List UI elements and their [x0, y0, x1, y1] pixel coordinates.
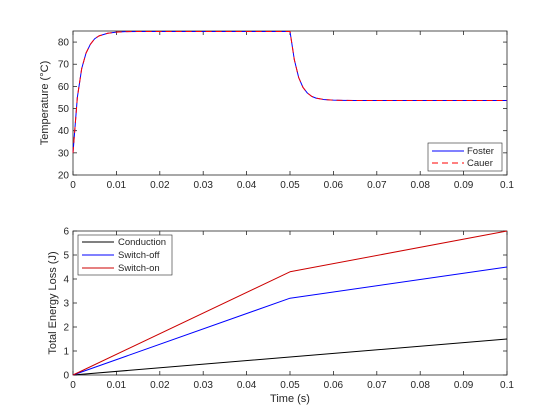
energy-x-tick-label: 0.07	[367, 380, 387, 391]
temperature-x-tick-label: 0.1	[500, 180, 514, 191]
energy-x-tick-label: 0	[70, 380, 76, 391]
temperature-x-tick-label: 0.09	[454, 180, 474, 191]
temperature-x-tick-label: 0.03	[193, 180, 213, 191]
energy-x-tick-label: 0.01	[107, 380, 127, 391]
energy-y-tick-label: 5	[63, 251, 69, 262]
temperature-x-tick-label: 0	[70, 180, 76, 191]
energy-y-tick-label: 6	[63, 227, 69, 238]
temperature-x-tick-label: 0.01	[107, 180, 127, 191]
temperature-y-tick-label: 50	[58, 104, 70, 115]
temperature-x-ticks: 0 0.01 0.02 0.03 0.04 0.05 0.06 0.07 0.08 0.09 0.1	[70, 31, 514, 191]
temperature-x-tick-label: 0.05	[280, 180, 300, 191]
energy-y-tick-label: 2	[63, 323, 69, 334]
legend-conduction-label: Conduction	[118, 237, 166, 248]
temperature-y-tick-label: 40	[58, 126, 70, 137]
energy-x-tick-label: 0.08	[410, 380, 430, 391]
legend-switch-on-label: Switch-on	[118, 263, 160, 274]
energy-y-tick-label: 4	[63, 275, 69, 286]
energy-y-axis-label: Total Energy Loss (J)	[47, 251, 59, 354]
temperature-series-cauer-line	[72, 30, 507, 153]
energy-x-tick-label: 0.1	[500, 380, 514, 391]
temperature-y-ticks: 20 30 40 50 60 70 80	[58, 38, 507, 182]
energy-series-switch-on-line	[72, 230, 508, 376]
temperature-y-tick-label: 20	[58, 171, 70, 182]
temperature-y-tick-label: 30	[58, 148, 70, 159]
legend-cauer-label: Cauer	[467, 158, 493, 169]
temperature-x-tick-label: 0.06	[324, 180, 344, 191]
energy-x-tick-label: 0.02	[150, 380, 170, 391]
energy-x-tick-label: 0.09	[454, 380, 474, 391]
energy-series-conduction-line	[72, 338, 508, 376]
energy-y-tick-label: 1	[63, 347, 69, 358]
energy-x-tick-label: 0.05	[280, 380, 300, 391]
temperature-y-tick-label: 80	[58, 38, 70, 49]
temperature-x-tick-label: 0.08	[410, 180, 430, 191]
temperature-x-tick-label: 0.07	[367, 180, 387, 191]
energy-x-tick-label: 0.06	[324, 380, 344, 391]
energy-x-tick-label: 0.03	[193, 380, 213, 391]
energy-loss-chart: 0 0.01 0.02 0.03 0.04 0.05 0.06 0.07 0.08 0.09 0.1…	[47, 227, 514, 406]
energy-x-ticks: 0 0.01 0.02 0.03 0.04 0.05 0.06 0.07 0.08 0.09 0.1	[70, 231, 514, 391]
temperature-chart: 0 0.01 0.02 0.03 0.04 0.05 0.06 0.07 0.08 0.09 0.1…	[39, 30, 514, 191]
energy-x-axis-label: Time (s)	[270, 393, 310, 405]
temperature-series	[72, 30, 507, 153]
legend-switch-off-label: Switch-off	[118, 250, 160, 261]
energy-y-tick-label: 3	[63, 299, 69, 310]
temperature-x-tick-label: 0.02	[150, 180, 170, 191]
energy-legend: Conduction Switch-off Switch-on	[77, 234, 173, 276]
energy-x-tick-label: 0.04	[237, 380, 257, 391]
energy-series-switch-off-line	[72, 266, 508, 376]
temperature-y-tick-label: 60	[58, 82, 70, 93]
temperature-legend-box	[427, 142, 503, 172]
temperature-legend: Foster Cauer	[427, 142, 503, 172]
temperature-y-tick-label: 70	[58, 60, 70, 71]
temperature-y-axis-label: Temperature (°C)	[39, 61, 51, 145]
temperature-x-tick-label: 0.04	[237, 180, 257, 191]
energy-series	[72, 230, 508, 376]
energy-y-tick-label: 0	[63, 371, 69, 382]
legend-foster-label: Foster	[467, 146, 494, 157]
